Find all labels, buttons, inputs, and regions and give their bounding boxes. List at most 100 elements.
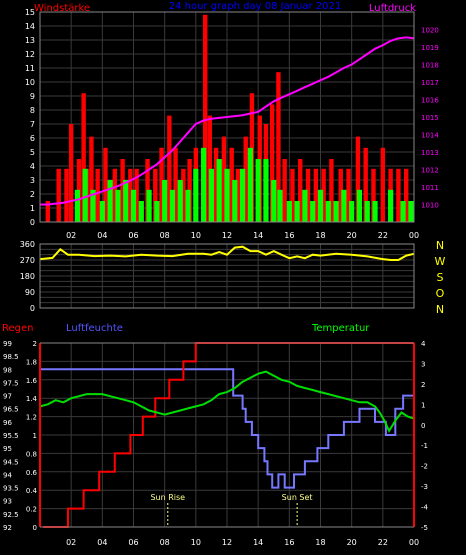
gust-bar — [338, 168, 343, 222]
direction-label: N — [436, 239, 444, 252]
gust-bar — [371, 168, 376, 222]
temperature-tick-label: -4 — [421, 504, 429, 512]
x-tick-label: 22 — [378, 231, 388, 240]
gust-bar — [89, 136, 94, 222]
sun-rise-label: Sun Rise — [150, 493, 185, 502]
temperature-tick-label: -2 — [421, 463, 428, 471]
panel-frame — [39, 243, 415, 309]
wind-bar — [239, 168, 246, 222]
humidity-tick-label: 93 — [3, 498, 12, 506]
wind-bar — [169, 189, 176, 222]
wind-bar — [82, 168, 88, 222]
y-tick-label: 2 — [30, 190, 35, 199]
rain-axis-label: Regen — [2, 323, 34, 334]
x-tick-label: 10 — [191, 538, 201, 547]
y-tick-label: 9 — [30, 92, 35, 101]
y2-tick-label: 1017 — [421, 79, 439, 87]
chart-title: 24 hour graph day 08 Januar 2021 — [169, 1, 342, 12]
temperature-tick-label: 2 — [421, 381, 425, 389]
temperature-tick-label: -1 — [421, 442, 428, 450]
x-tick-label: 08 — [160, 538, 170, 547]
rain-line — [43, 342, 414, 528]
y-tick-label: 11 — [25, 64, 35, 73]
x-tick-label: 22 — [378, 538, 388, 547]
gust-bar — [346, 168, 351, 222]
wind-bar — [271, 180, 277, 222]
wind-bar — [408, 201, 414, 222]
direction-label: W — [435, 255, 446, 268]
rain-tick-label: 0.2 — [26, 506, 37, 514]
rain-tick-label: 1.4 — [26, 395, 38, 403]
gust-bar — [396, 168, 401, 222]
pressure-line — [40, 36, 415, 206]
rain-tick-label: 1.2 — [26, 414, 37, 422]
y2-tick-label: 1018 — [421, 62, 439, 70]
temperature-tick-label: -3 — [421, 483, 428, 491]
x-tick-label: 14 — [253, 231, 263, 240]
humidity-tick-label: 99 — [3, 340, 12, 348]
wind-bar — [107, 180, 113, 222]
gust-bar — [269, 104, 275, 222]
wind-bar — [185, 189, 191, 222]
wind-bar — [115, 189, 121, 222]
gust-bar — [134, 168, 139, 222]
temperature-tick-label: 3 — [421, 360, 425, 368]
humidity-tick-label: 98.5 — [3, 353, 19, 361]
x-tick-label: 06 — [128, 231, 138, 240]
y-tick-label: 270 — [20, 256, 35, 265]
y-tick-label: 0 — [30, 304, 35, 313]
rain-tick-label: 1.8 — [26, 358, 37, 366]
wind-bar — [201, 147, 207, 222]
direction-label: N — [436, 303, 444, 316]
wind-bar — [325, 201, 331, 222]
gust-bar — [128, 168, 133, 222]
y2-tick-label: 1013 — [421, 149, 439, 157]
direction-label: S — [437, 271, 444, 284]
x-tick-label: 16 — [284, 231, 294, 240]
wind-bar — [224, 168, 230, 222]
y-tick-label: 14 — [25, 22, 35, 31]
wind-bar — [302, 189, 308, 222]
gust-bar — [363, 147, 368, 222]
gust-bar — [229, 147, 234, 222]
wind-bar — [277, 189, 283, 222]
x-tick-label: 02 — [66, 538, 76, 547]
gust-bar — [95, 168, 100, 222]
left-axis-label: Windstärke — [34, 3, 90, 14]
gust-bar — [202, 14, 208, 222]
y-tick-label: 8 — [30, 106, 35, 115]
gust-bar — [167, 115, 172, 222]
wind-bar — [193, 168, 199, 222]
gust-bar — [313, 168, 319, 222]
rain-tick-label: 2 — [33, 340, 37, 348]
gust-bar — [120, 159, 125, 222]
gust-bar — [64, 168, 69, 222]
y-tick-label: 360 — [20, 240, 35, 249]
humidity-line — [40, 368, 414, 489]
wind-bar — [123, 180, 129, 222]
y-tick-label: 90 — [25, 288, 35, 297]
wind-bar — [310, 201, 316, 222]
temperature-tick-label: -5 — [421, 524, 428, 532]
y-tick-label: 1 — [30, 204, 35, 213]
wind-direction-line — [39, 245, 415, 261]
wind-bar — [317, 189, 324, 222]
wind-bar — [177, 180, 183, 222]
wind-bar — [90, 189, 96, 222]
right-axis-label: Luftdruck — [369, 3, 416, 14]
x-tick-label: 20 — [347, 231, 357, 240]
humidity-tick-label: 96 — [3, 419, 12, 427]
x-tick-label: 16 — [284, 538, 294, 547]
humidity-tick-label: 95.5 — [3, 432, 19, 440]
x-tick-label: 00 — [409, 538, 419, 547]
wind-bar — [99, 201, 105, 222]
wind-bar — [364, 201, 370, 222]
y-tick-label: 180 — [20, 272, 35, 281]
sun-set-label: Sun Set — [282, 493, 313, 502]
temperature-tick-label: 4 — [421, 340, 426, 348]
wind-bar — [162, 180, 168, 222]
rain-humidity-temperature-panel: 0 0.2 0.4 0.6 0.8 1 1.2 1.4 1.6 1.8 2 92 92.5 93 93.5 9… — [2, 323, 429, 547]
x-tick-label: 18 — [315, 538, 325, 547]
